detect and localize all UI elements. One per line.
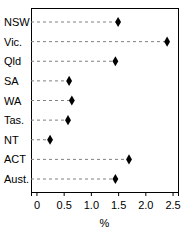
x-tick: 2.0	[138, 192, 153, 211]
plot-frame	[31, 8, 178, 192]
dot	[115, 17, 121, 27]
x-axis-title: %	[100, 217, 110, 229]
dot	[112, 174, 118, 184]
chart-container: 0 0.5 1.0 1.5 2.0 2.5 NSW Vic. Qld SA WA Tas. NT ACT A…	[0, 0, 181, 231]
y-tick: Vic.	[4, 36, 31, 48]
leader-line	[31, 120, 68, 121]
x-tick-label: 1.0	[84, 199, 99, 211]
x-tick-label: 0	[34, 199, 40, 211]
leader-line	[31, 159, 129, 160]
x-tick: 0	[34, 192, 40, 211]
x-tick-mark	[118, 192, 119, 196]
x-tick: 1.0	[84, 192, 99, 211]
y-tick-label: NT	[4, 134, 19, 146]
leader-line	[31, 61, 115, 62]
x-axis: 0 0.5 1.0 1.5 2.0 2.5	[32, 192, 181, 211]
plot: 0 0.5 1.0 1.5 2.0 2.5 NSW Vic. Qld SA WA Tas. NT ACT A…	[4, 8, 181, 211]
x-axis-line	[32, 193, 179, 197]
y-tick: Aust.	[4, 173, 31, 185]
y-tick-label: Aust.	[4, 173, 29, 185]
dot	[65, 115, 71, 125]
dot	[47, 135, 53, 145]
y-tick: Qld	[4, 55, 31, 67]
x-tick: 1.5	[111, 192, 126, 211]
leader-line	[31, 100, 72, 101]
y-tick-label: WA	[4, 95, 22, 107]
y-tick-label: Vic.	[4, 36, 22, 48]
y-tick: WA	[4, 95, 31, 107]
y-tick-label: Qld	[4, 55, 21, 67]
x-tick: 2.5	[165, 192, 180, 211]
chart-svg: 0 0.5 1.0 1.5 2.0 2.5 NSW Vic. Qld SA WA Tas. NT ACT A…	[0, 0, 181, 231]
y-tick-label: SA	[4, 75, 19, 87]
y-tick-label: NSW	[4, 16, 30, 28]
x-tick-label: 2.5	[165, 199, 180, 211]
leader-line	[31, 179, 115, 180]
y-tick-label: Tas.	[4, 114, 24, 126]
dot	[66, 76, 72, 86]
dot	[69, 95, 75, 105]
x-tick-mark	[173, 192, 174, 196]
x-tick-mark	[36, 192, 37, 196]
y-tick-label: ACT	[4, 153, 26, 165]
y-axis: NSW Vic. Qld SA WA Tas. NT ACT Aust.	[4, 16, 31, 185]
x-tick: 0.5	[57, 192, 72, 211]
dot	[164, 37, 170, 47]
x-tick-label: 0.5	[57, 199, 72, 211]
y-tick: SA	[4, 75, 31, 87]
leader-line	[31, 80, 69, 81]
x-tick-label: 1.5	[111, 199, 126, 211]
x-tick-mark	[64, 192, 65, 196]
leader-line	[31, 41, 167, 42]
y-tick: NT	[4, 134, 31, 146]
y-tick: ACT	[4, 153, 31, 165]
y-tick: Tas.	[4, 114, 31, 126]
y-tick: NSW	[4, 16, 31, 28]
marks	[31, 17, 170, 184]
dot	[112, 56, 118, 66]
dot	[126, 154, 132, 164]
x-tick-label: 2.0	[138, 199, 153, 211]
x-tick-mark	[91, 192, 92, 196]
x-tick-mark	[145, 192, 146, 196]
leader-line	[31, 22, 118, 23]
